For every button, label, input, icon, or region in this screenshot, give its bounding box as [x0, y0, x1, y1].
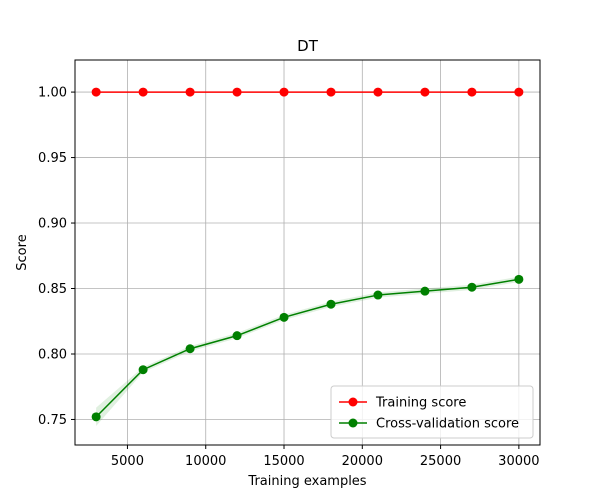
- x-tick-label: 15000: [263, 454, 304, 469]
- score-bands: [96, 276, 519, 427]
- y-axis-label: Score: [15, 234, 30, 270]
- y-ticks: 0.75 0.80 0.85 0.90 0.95 1.00: [38, 86, 75, 428]
- y-tick-label: 0.90: [38, 217, 67, 232]
- y-tick-label: 0.75: [38, 413, 67, 428]
- data-point: [514, 274, 524, 284]
- data-point: [138, 365, 148, 375]
- legend-box: [330, 385, 534, 439]
- data-point: [467, 282, 477, 292]
- series-band: [96, 276, 519, 427]
- x-tick-label: 25000: [420, 454, 461, 469]
- plot-frame: [74, 59, 541, 446]
- x-tick-label: 10000: [185, 454, 226, 469]
- y-tick-label: 1.00: [38, 86, 67, 101]
- data-point: [420, 286, 430, 296]
- data-point: [373, 87, 383, 97]
- data-point: [185, 87, 195, 97]
- y-tick-label: 0.85: [38, 282, 67, 297]
- data-point: [91, 412, 101, 422]
- x-tick-label: 30000: [498, 454, 539, 469]
- data-point: [185, 344, 195, 354]
- series-lines: [95, 91, 519, 418]
- data-point: [232, 331, 242, 341]
- legend-swatch-marker: [348, 397, 358, 407]
- series-line: [95, 278, 519, 418]
- x-tick-label: 5000: [111, 454, 144, 469]
- data-point: [514, 87, 524, 97]
- chart-title: DT: [297, 37, 319, 55]
- legend: Training score Cross-validation score: [330, 385, 534, 439]
- data-point: [138, 87, 148, 97]
- x-ticks: 5000 10000 15000 20000 25000 30000: [111, 445, 540, 469]
- data-point: [232, 87, 242, 97]
- data-point: [326, 87, 336, 97]
- data-point: [467, 87, 477, 97]
- data-point: [279, 312, 289, 322]
- series-points: [91, 87, 524, 422]
- y-tick-label: 0.80: [38, 347, 67, 362]
- legend-label: Training score: [375, 396, 466, 411]
- data-point: [373, 290, 383, 300]
- data-point: [91, 87, 101, 97]
- data-point: [326, 299, 336, 309]
- legend-swatch-marker: [348, 418, 358, 428]
- x-tick-label: 20000: [342, 454, 383, 469]
- x-axis-label: Training examples: [247, 474, 366, 489]
- y-tick-label: 0.95: [38, 151, 67, 166]
- data-point: [420, 87, 430, 97]
- legend-label: Cross-validation score: [376, 417, 519, 432]
- data-point: [279, 87, 289, 97]
